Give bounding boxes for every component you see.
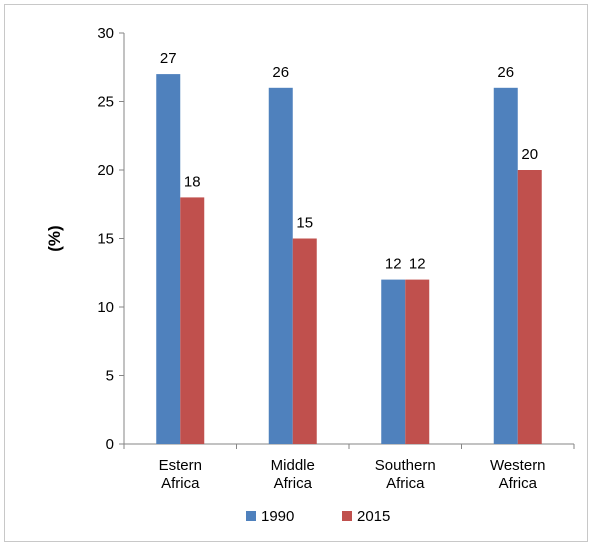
data-label-2015-3: 20 <box>521 146 538 163</box>
y-ticks: 0 5 10 15 20 25 30 <box>97 25 124 453</box>
bar-2015-1 <box>292 238 317 444</box>
x-labels: EsternAfricaMiddleAfricaSouthernAfricaWe… <box>159 457 546 492</box>
legend-swatch-2015 <box>342 511 352 521</box>
y-tick-label: 20 <box>97 162 114 179</box>
y-tick-label: 30 <box>97 25 114 42</box>
y-axis-title: (%) <box>45 225 64 251</box>
x-category-label: Africa <box>274 475 313 492</box>
legend: 1990 2015 <box>246 508 390 525</box>
y-tick-label: 10 <box>97 299 114 316</box>
x-category-label: Africa <box>499 475 538 492</box>
bar-1990-0 <box>156 74 181 444</box>
data-labels: 27 26 12 26 18 15 12 20 <box>160 50 538 273</box>
x-category-label: Africa <box>161 475 200 492</box>
bar-1990-2 <box>381 279 406 444</box>
bars <box>156 74 542 445</box>
data-label-2015-1: 15 <box>296 215 313 232</box>
legend-label-1990: 1990 <box>261 508 294 525</box>
data-label-2015-0: 18 <box>184 173 201 190</box>
legend-label-2015: 2015 <box>357 508 390 525</box>
y-tick-label: 0 <box>106 436 114 453</box>
legend-swatch-1990 <box>246 511 256 521</box>
bar-2015-0 <box>180 197 205 444</box>
bar-1990-1 <box>268 87 293 445</box>
x-category-label: Western <box>490 457 546 474</box>
x-category-label: Africa <box>386 475 425 492</box>
bar-2015-3 <box>517 170 542 444</box>
x-category-label: Middle <box>271 457 315 474</box>
y-tick-label: 15 <box>97 231 114 248</box>
data-label-1990-2: 12 <box>385 256 402 273</box>
x-category-label: Southern <box>375 457 436 474</box>
data-label-2015-2: 12 <box>409 256 426 273</box>
data-label-1990-1: 26 <box>272 64 289 81</box>
data-label-1990-0: 27 <box>160 50 177 67</box>
data-label-1990-3: 26 <box>497 64 514 81</box>
bar-2015-2 <box>405 279 430 444</box>
y-tick-label: 5 <box>106 368 114 385</box>
bar-1990-3 <box>493 87 518 445</box>
y-tick-label: 25 <box>97 94 114 111</box>
x-category-label: Estern <box>159 457 202 474</box>
